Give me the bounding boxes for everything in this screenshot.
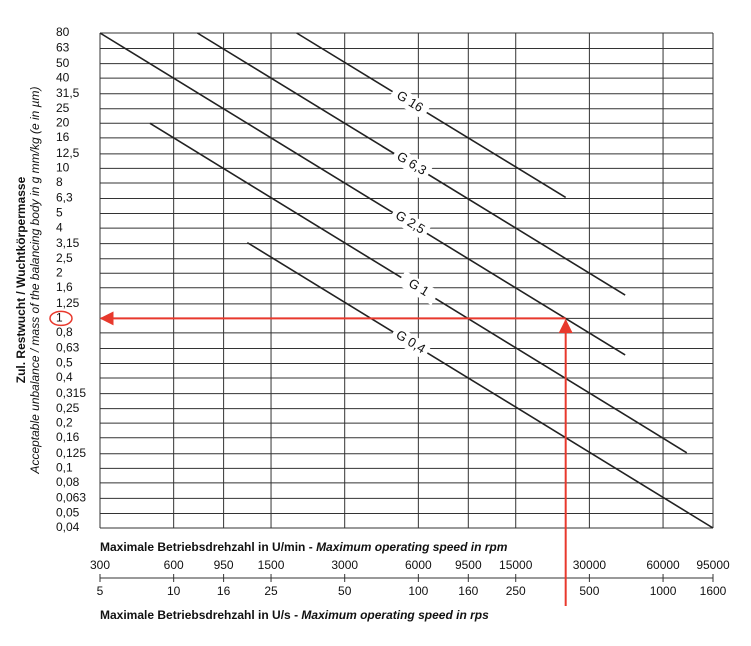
x-tick-label: 1600 — [700, 584, 727, 598]
y-tick-label: 1,6 — [56, 280, 73, 294]
y-axis-subtitle: Acceptable unbalance / mass of the balan… — [28, 86, 42, 474]
x-tick-label: 250 — [506, 584, 526, 598]
label-bg — [389, 325, 432, 360]
y-axis-title: Zul. Restwucht / Wuchtkörpermasse — [14, 176, 28, 383]
x-tick-label: 160 — [458, 584, 478, 598]
rpm-tick-label: 6000 — [405, 558, 432, 572]
x-axis-title-en: Maximum operating speed in rpm — [316, 540, 508, 554]
rpm-tick-label: 60000 — [646, 558, 680, 572]
y-tick-label: 0,08 — [56, 475, 80, 489]
y-tick-label: 0,5 — [56, 356, 73, 370]
x-tick-label: 25 — [264, 584, 278, 598]
series-label: G 1 — [397, 270, 440, 306]
rpm-tick-label: 300 — [90, 558, 110, 572]
y-tick-label: 1,25 — [56, 296, 80, 310]
y-tick-label: 4 — [56, 220, 63, 234]
y-tick-label: 0,125 — [56, 446, 86, 460]
y-tick-label: 3,15 — [56, 236, 80, 250]
x-tick-label: 5 — [97, 584, 104, 598]
x-axis-title-de: Maximale Betriebsdrehzahl in U/min - — [100, 540, 316, 554]
rpm-tick-label: 9500 — [455, 558, 482, 572]
series-label: G 16 — [388, 84, 431, 120]
y-tick-label: 25 — [56, 101, 70, 115]
grade-line — [99, 32, 626, 356]
x-tick-label: 1000 — [650, 584, 677, 598]
y-tick-label: 40 — [56, 70, 70, 84]
grade-line — [246, 241, 714, 529]
label-bg — [397, 270, 440, 306]
x-axis-title: Maximale Betriebsdrehzahl in U/s - Maxim… — [100, 608, 489, 622]
y-tick-label: 0,04 — [56, 520, 80, 534]
y-tick-label: 12,5 — [56, 146, 80, 160]
y-tick-label: 2,5 — [56, 251, 73, 265]
y-tick-label: 8 — [56, 175, 63, 189]
x-axis-title: Maximale Betriebsdrehzahl in U/min - Max… — [100, 540, 508, 554]
label-bg — [388, 84, 431, 120]
label-bg — [388, 205, 432, 241]
y-tick-label: 1 — [56, 311, 63, 325]
y-tick-label: 0,063 — [56, 491, 86, 505]
y-tick-label: 0,4 — [56, 370, 73, 384]
rpm-tick-label: 30000 — [573, 558, 607, 572]
x-tick-label: 500 — [579, 584, 599, 598]
y-tick-label: 80 — [56, 25, 70, 39]
x-axis-title-en: Maximum operating speed in rps — [301, 608, 489, 622]
label-bg — [390, 146, 433, 182]
y-tick-label: 0,05 — [56, 506, 80, 520]
series-label: G 6,3 — [390, 146, 433, 182]
rpm-tick-label: 3000 — [331, 558, 358, 572]
y-tick-label: 63 — [56, 41, 70, 55]
y-tick-label: 0,63 — [56, 341, 80, 355]
x-tick-label: 100 — [408, 584, 428, 598]
y-tick-label: 2 — [56, 265, 63, 279]
rpm-tick-label: 95000 — [696, 558, 730, 572]
x-axis-title-de: Maximale Betriebsdrehzahl in U/s - — [100, 608, 301, 622]
rpm-tick-label: 1500 — [258, 558, 285, 572]
highlight-circle — [49, 310, 73, 327]
rpm-tick-label: 15000 — [499, 558, 533, 572]
series-label: G 0,4 — [389, 325, 432, 360]
rpm-tick-label: 950 — [214, 558, 234, 572]
rpm-tick-label: 600 — [164, 558, 184, 572]
x-tick-label: 16 — [217, 584, 231, 598]
grade-line — [296, 32, 567, 199]
y-tick-label: 16 — [56, 130, 70, 144]
y-tick-label: 10 — [56, 161, 70, 175]
y-tick-label: 0,1 — [56, 460, 73, 474]
x-tick-label: 50 — [338, 584, 352, 598]
y-tick-label: 0,2 — [56, 415, 73, 429]
y-tick-label: 5 — [56, 206, 63, 220]
series-label: G 2,5 — [388, 205, 432, 241]
y-tick-label: 50 — [56, 56, 70, 70]
x-tick-label: 10 — [167, 584, 181, 598]
y-tick-label: 6,3 — [56, 191, 73, 205]
y-tick-label: 20 — [56, 115, 70, 129]
y-tick-label: 31,5 — [56, 86, 80, 100]
y-tick-label: 0,25 — [56, 401, 80, 415]
y-tick-label: 0,315 — [56, 386, 86, 400]
y-tick-label: 0,16 — [56, 430, 80, 444]
y-tick-label: 0,8 — [56, 325, 73, 339]
